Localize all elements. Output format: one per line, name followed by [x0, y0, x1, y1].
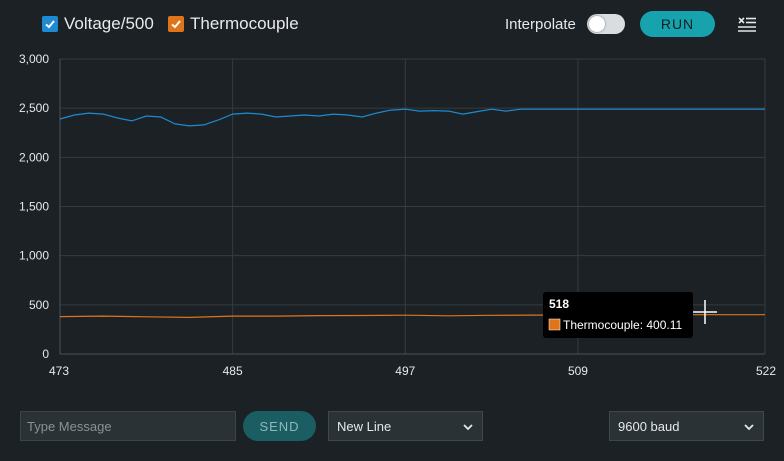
x-tick-label: 485 — [223, 364, 243, 378]
clear-list-icon[interactable] — [737, 14, 757, 34]
y-tick-label: 2,000 — [19, 150, 49, 164]
series-lines — [59, 108, 765, 319]
legend-label-thermocouple: Thermocouple — [190, 14, 299, 33]
tooltip-box — [543, 292, 693, 338]
line-ending-value: New Line — [337, 418, 392, 434]
line-ending-select[interactable]: New Line — [328, 411, 483, 441]
serial-input-bar: SEND New Line 9600 baud — [0, 395, 784, 461]
chevron-down-icon — [744, 424, 754, 431]
send-button[interactable]: SEND — [243, 411, 316, 441]
plotter-toolbar: Voltage/500 Thermocouple Interpolate RUN — [0, 0, 784, 50]
message-input[interactable] — [20, 411, 236, 441]
tooltip-series-swatch — [548, 318, 561, 331]
x-axis-ticks: 473 485 497 509 522 — [49, 364, 776, 378]
chart-grid — [59, 58, 766, 355]
legend-label-voltage: Voltage/500 — [64, 14, 154, 33]
interpolate-label: Interpolate — [505, 16, 576, 33]
baud-rate-value: 9600 baud — [618, 418, 680, 434]
tooltip-series-value: Thermocouple: 400.11 — [563, 318, 683, 332]
series-line-voltage — [59, 108, 765, 127]
data-tooltip: 518 Thermocouple: 400.11 — [543, 292, 693, 338]
y-tick-label: 500 — [29, 298, 49, 312]
x-tick-label: 522 — [756, 364, 776, 378]
interpolate-toggle[interactable] — [587, 14, 625, 34]
legend-item-voltage[interactable]: Voltage/500 — [42, 14, 154, 34]
x-tick-label: 509 — [568, 364, 588, 378]
y-tick-label: 3,000 — [19, 52, 49, 66]
crosshair-cursor-icon — [693, 300, 717, 324]
tooltip-x-value: 518 — [549, 297, 569, 311]
legend-item-thermocouple[interactable]: Thermocouple — [168, 14, 299, 34]
run-button[interactable]: RUN — [640, 11, 715, 37]
y-tick-label: 1,500 — [19, 200, 49, 214]
baud-rate-select[interactable]: 9600 baud — [609, 411, 764, 441]
y-axis-ticks: 3,000 2,500 2,000 1,500 1,000 500 0 — [19, 52, 49, 361]
x-tick-label: 473 — [49, 364, 69, 378]
x-tick-label: 497 — [395, 364, 415, 378]
checkbox-checked-icon[interactable] — [168, 16, 184, 32]
y-tick-label: 2,500 — [19, 101, 49, 115]
y-tick-label: 1,000 — [19, 249, 49, 263]
checkbox-checked-icon[interactable] — [42, 16, 58, 32]
chevron-down-icon — [463, 424, 473, 431]
y-tick-label: 0 — [42, 347, 49, 361]
serial-plot-chart[interactable]: 3,000 2,500 2,000 1,500 1,000 500 0 473 485 497 5… — [0, 50, 784, 390]
toggle-knob — [589, 16, 605, 32]
